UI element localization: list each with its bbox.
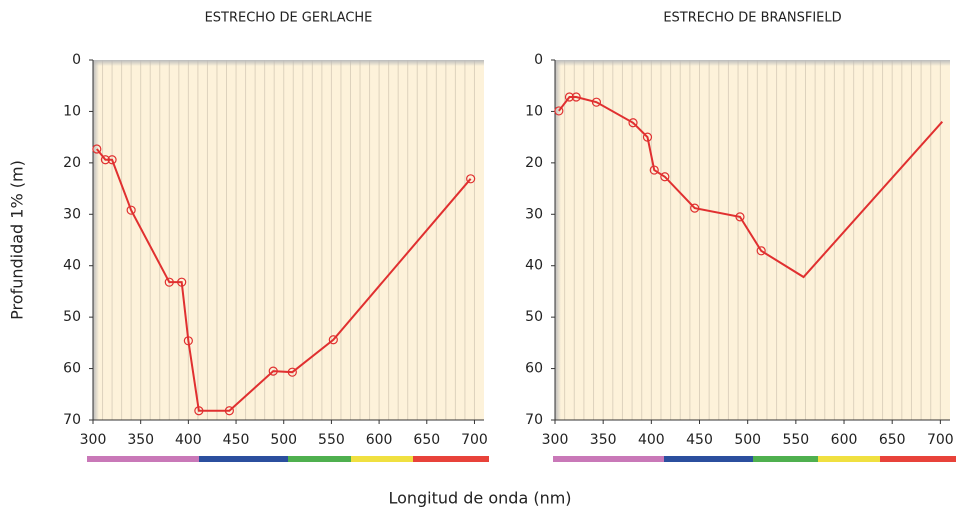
x-tick-label: 550 xyxy=(318,432,345,448)
y-tick-label: 60 xyxy=(63,361,81,377)
point-marker xyxy=(126,205,136,215)
y-tick-label: 70 xyxy=(525,412,543,428)
point-marker xyxy=(628,118,638,128)
point-marker xyxy=(649,165,659,175)
x-tick-label: 400 xyxy=(638,432,665,448)
point-marker xyxy=(177,277,187,287)
point-marker xyxy=(194,406,204,416)
shadow xyxy=(555,60,561,420)
y-tick-label: 70 xyxy=(63,412,81,428)
point-marker xyxy=(660,172,670,182)
x-tick-label: 650 xyxy=(413,432,440,448)
y-axis-label: Profundidad 1% (m) xyxy=(8,160,27,320)
y-tick-label: 0 xyxy=(72,52,81,68)
x-tick-label: 500 xyxy=(270,432,297,448)
y-tick-label: 10 xyxy=(525,103,543,119)
point-marker xyxy=(466,174,476,184)
line xyxy=(558,96,944,279)
shadow xyxy=(555,60,950,66)
y-tick-label: 20 xyxy=(525,155,543,171)
point-marker xyxy=(328,335,338,345)
point-marker xyxy=(224,406,234,416)
y-tick-label: 30 xyxy=(63,206,81,222)
y-tick-label: 50 xyxy=(525,309,543,325)
plot-area xyxy=(555,60,950,420)
point-marker xyxy=(164,277,174,287)
y-tick-label: 40 xyxy=(63,258,81,274)
chart: ESTRECHO DE BRANSFIELD 0 10 20 30 40 50 60 70 300… xyxy=(525,11,954,449)
x-tick-label: 600 xyxy=(831,432,858,448)
point-marker xyxy=(690,203,700,213)
point-marker xyxy=(287,367,297,377)
point-marker xyxy=(564,92,575,102)
spectrum-bar xyxy=(87,456,489,462)
x-tick-label: 450 xyxy=(686,432,713,448)
x-tick-label: 600 xyxy=(366,432,393,448)
point-marker xyxy=(642,132,653,142)
point-marker xyxy=(554,106,564,116)
point-marker xyxy=(591,97,602,107)
x-axis-label: Longitud de onda (nm) xyxy=(388,489,571,508)
point-marker xyxy=(735,212,745,222)
y-tick-label: 20 xyxy=(63,155,81,171)
chart-title: ESTRECHO DE BRANSFIELD xyxy=(663,11,841,26)
y-tick-label: 30 xyxy=(525,206,543,222)
line xyxy=(96,148,472,412)
point-marker xyxy=(107,155,117,165)
y-tick-label: 40 xyxy=(525,258,543,274)
point-marker xyxy=(571,92,581,102)
x-tick-label: 700 xyxy=(461,432,488,448)
point-marker xyxy=(268,366,278,376)
shadow xyxy=(93,60,99,420)
x-tick-label: 650 xyxy=(879,432,906,448)
x-tick-label: 500 xyxy=(734,432,761,448)
x-tick-label: 300 xyxy=(80,432,107,448)
y-tick-label: 0 xyxy=(534,52,543,68)
x-tick-label: 700 xyxy=(927,432,954,448)
y-tick-label: 10 xyxy=(63,103,81,119)
y-tick-label: 60 xyxy=(525,361,543,377)
point-marker xyxy=(92,144,102,154)
point-marker xyxy=(183,336,193,346)
plot-area xyxy=(93,60,484,420)
x-tick-label: 350 xyxy=(590,432,617,448)
x-tick-label: 550 xyxy=(782,432,809,448)
x-tick-label: 300 xyxy=(542,432,569,448)
point-marker xyxy=(756,246,766,256)
spectrum-bar xyxy=(553,456,956,462)
x-tick-label: 350 xyxy=(127,432,154,448)
point-marker xyxy=(100,155,110,165)
x-tick-label: 400 xyxy=(175,432,202,448)
shadow xyxy=(93,60,484,66)
chart: ESTRECHO DE GERLACHE 0 10 20 30 40 50 60 70 300 35… xyxy=(63,11,488,449)
chart-title: ESTRECHO DE GERLACHE xyxy=(205,11,373,26)
y-tick-label: 50 xyxy=(63,309,81,325)
x-tick-label: 450 xyxy=(223,432,250,448)
